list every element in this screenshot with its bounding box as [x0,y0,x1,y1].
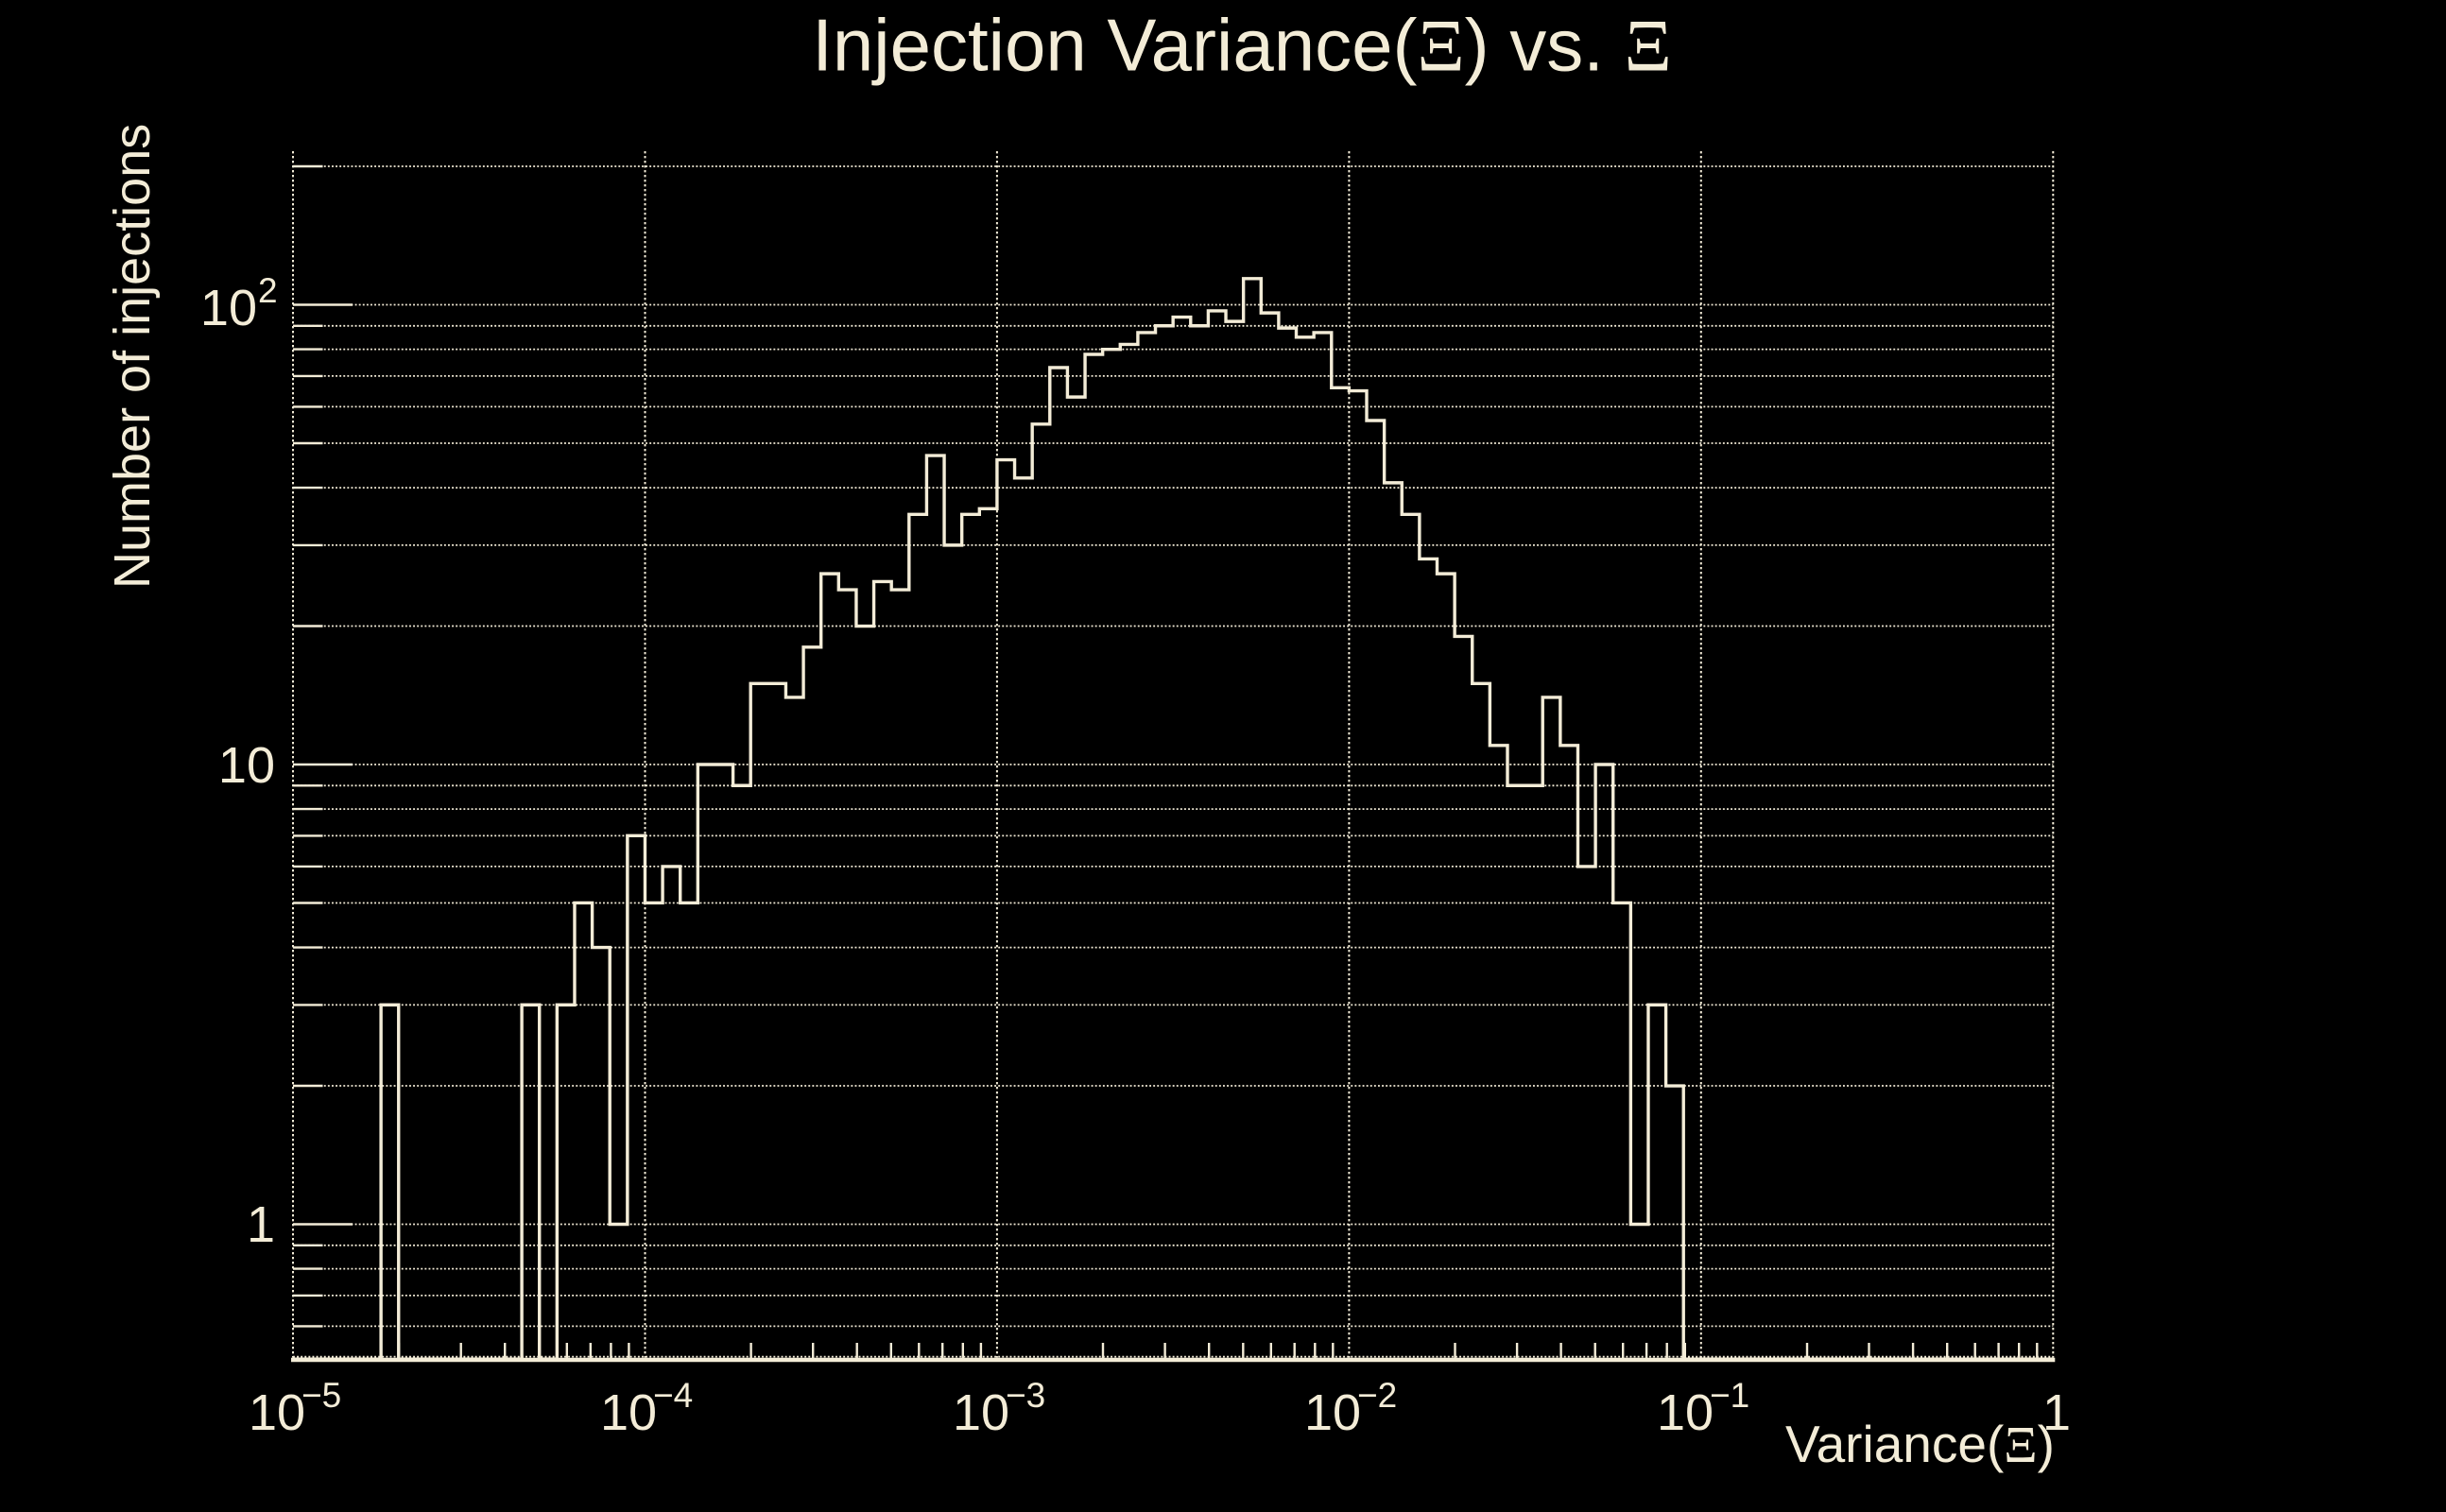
svg-text:10: 10 [953,1384,1009,1441]
svg-text:1: 1 [247,1196,275,1253]
svg-text:−5: −5 [301,1376,341,1415]
svg-text:Injection Variance(Ξ) vs. Ξ: Injection Variance(Ξ) vs. Ξ [812,4,1672,87]
svg-text:10: 10 [1304,1384,1361,1441]
svg-text:2: 2 [258,271,278,310]
svg-text:−2: −2 [1357,1376,1397,1415]
svg-text:−3: −3 [1006,1376,1045,1415]
svg-text:1: 1 [2042,1384,2071,1441]
svg-text:Number of injections: Number of injections [104,124,161,589]
svg-text:10: 10 [200,280,257,336]
svg-text:Variance(Ξ): Variance(Ξ) [1785,1415,2055,1473]
svg-text:10: 10 [1657,1384,1714,1441]
svg-text:−1: −1 [1710,1376,1749,1415]
svg-text:10: 10 [218,737,275,794]
svg-text:−4: −4 [653,1376,693,1415]
svg-text:10: 10 [249,1384,305,1441]
svg-text:10: 10 [600,1384,657,1441]
